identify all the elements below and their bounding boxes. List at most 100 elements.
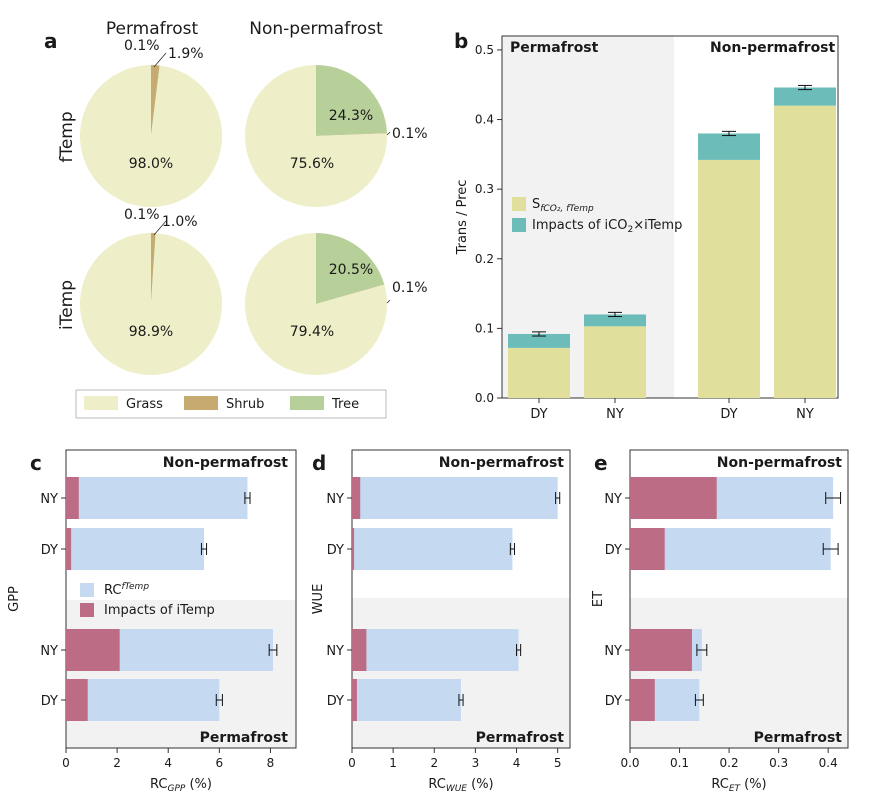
panel-b-bars: DY NY DY NY bbox=[508, 84, 836, 422]
panel-e-ylabel: ET bbox=[591, 591, 606, 607]
panel-c-legend-swatch-rc bbox=[80, 583, 94, 597]
panel-e-bar-impact bbox=[630, 629, 692, 671]
panel-b-region-permafrost: Permafrost bbox=[510, 40, 599, 56]
pie-leader-line bbox=[153, 52, 167, 68]
panel-c-bar-rc bbox=[66, 477, 248, 519]
panel-c-legend-swatch-impact bbox=[80, 603, 94, 617]
panel-c-legend-impact: Impacts of iTemp bbox=[104, 603, 215, 618]
legend-swatch-shrub bbox=[184, 396, 218, 410]
panel-e-ytick-label: NY bbox=[604, 644, 622, 659]
pie-label-shrub: 0.1% bbox=[392, 126, 428, 142]
panel-c-xtick-label: 8 bbox=[267, 756, 275, 770]
panel-d-ytick-label: DY bbox=[327, 694, 344, 709]
legend-swatch-tree bbox=[290, 396, 324, 410]
legend-swatch-grass bbox=[84, 396, 118, 410]
panel-d-bar-rc bbox=[352, 679, 461, 721]
pie-slice-shrub bbox=[316, 284, 385, 304]
panel-d-xtick-label: 2 bbox=[430, 756, 438, 770]
pie-slice-tree bbox=[316, 233, 385, 304]
panel-e-ytick-label: DY bbox=[605, 543, 622, 558]
panel-d-bar-rc bbox=[352, 629, 519, 671]
panel-d-bar-rc bbox=[352, 528, 513, 570]
panel-d-ylabel: WUE bbox=[311, 584, 326, 615]
panel-b-bar-impact bbox=[584, 314, 646, 327]
panel-b-bar-sensitivity bbox=[698, 159, 760, 398]
panel-e-ytick-label: NY bbox=[604, 492, 622, 507]
panel-b-xtick-label: NY bbox=[796, 407, 814, 422]
panel-e-region-top: Non-permafrost bbox=[717, 455, 843, 471]
panel-c-frame bbox=[65, 449, 297, 749]
panel-a-legend: Grass Shrub Tree bbox=[75, 389, 387, 419]
pie-label-shrub: 0.1% bbox=[392, 280, 428, 296]
pie-slice-shrub bbox=[151, 233, 156, 304]
panel-b-bar-sensitivity bbox=[584, 326, 646, 398]
panel-c-letter: c bbox=[30, 451, 42, 475]
panel-e-frame bbox=[629, 449, 849, 749]
panel-d-ytick-label: NY bbox=[326, 644, 344, 659]
panel-c-xlabel: RCGPP (%) bbox=[150, 777, 212, 794]
panel-c-ytick-label: NY bbox=[40, 492, 58, 507]
pie-label-tree: 0.1% bbox=[124, 207, 160, 223]
pie-label-tree: 24.3% bbox=[329, 108, 373, 124]
legend-box bbox=[75, 389, 387, 419]
panel-a-col-title-permafrost: Permafrost bbox=[106, 19, 199, 39]
pie-leader-line bbox=[386, 299, 391, 304]
panel-b-legend-swatch-s bbox=[512, 197, 526, 211]
panel-b-ytick-label: 0.2 bbox=[475, 252, 494, 266]
panel-c-bar-impact bbox=[66, 629, 120, 671]
panel-b-bar-impact bbox=[698, 133, 760, 160]
panel-b-bar-impact bbox=[774, 87, 836, 106]
panel-d-letter: d bbox=[312, 451, 326, 475]
panel-c-bar-rc bbox=[66, 679, 220, 721]
pie-label-grass: 79.4% bbox=[290, 324, 334, 340]
panel-c-legend-rc: RCfTemp bbox=[104, 582, 149, 598]
panel-c-bar-impact bbox=[66, 679, 88, 721]
panel-b-ytick-label: 0.0 bbox=[475, 391, 494, 405]
panel-d-ytick-label: NY bbox=[326, 492, 344, 507]
panel-b-legend-s: SfCO₂, fTemp bbox=[532, 197, 594, 214]
panel-c-xtick-label: 0 bbox=[62, 756, 70, 770]
panel-e-xtick-label: 0.2 bbox=[720, 756, 739, 770]
panel-d-bar-impact bbox=[352, 629, 367, 671]
panel-d-bar-impact bbox=[352, 679, 357, 721]
panel-b-legend-impact: Impacts of iCO2×iTemp bbox=[532, 218, 682, 235]
panel-c-region-top: Non-permafrost bbox=[163, 455, 289, 471]
pie-slice-grass bbox=[245, 65, 388, 207]
panel-b: b Permafrost Non-permafrost Trans / Prec… bbox=[454, 29, 839, 422]
panel-e: e Non-permafrost Permafrost ET RCET (%) … bbox=[591, 449, 849, 794]
panel-e-chart: 0.0 0.1 0.2 0.3 0.4 NY DY NY DY bbox=[604, 477, 842, 770]
panel-d-xtick-label: 4 bbox=[513, 756, 521, 770]
pie-slice-grass bbox=[244, 233, 387, 375]
panel-d-xtick-label: 1 bbox=[389, 756, 397, 770]
panel-b-xtick-label: DY bbox=[720, 407, 737, 422]
pie-slice-shrub bbox=[151, 65, 160, 136]
panel-e-letter: e bbox=[594, 451, 608, 475]
panel-e-shade bbox=[630, 598, 848, 748]
pie-label-shrub: 1.9% bbox=[168, 46, 204, 62]
panel-d-bar-impact bbox=[352, 528, 355, 570]
panel-b-ytick-label: 0.3 bbox=[475, 182, 494, 196]
legend-label-shrub: Shrub bbox=[226, 397, 264, 412]
panel-e-xlabel: RCET (%) bbox=[711, 777, 766, 794]
panel-d-region-top: Non-permafrost bbox=[439, 455, 565, 471]
panel-a-row-title-ftemp: fTemp bbox=[57, 111, 77, 162]
panel-b-ytick-label: 0.5 bbox=[475, 43, 494, 57]
panel-b-xtick-label: DY bbox=[530, 407, 547, 422]
panel-c: c Non-permafrost Permafrost GPP RCGPP (%… bbox=[7, 449, 297, 794]
panel-b-ytick-label: 0.1 bbox=[475, 321, 494, 335]
panel-d-shade bbox=[352, 598, 570, 748]
panel-b-region-nonpermafrost: Non-permafrost bbox=[710, 40, 836, 56]
pie-slice-shrub bbox=[316, 132, 387, 136]
panel-d-xtick-label: 5 bbox=[554, 756, 562, 770]
pie-slice-grass bbox=[80, 65, 223, 207]
panel-b-ytick-label: 0.4 bbox=[475, 113, 494, 127]
panel-d: d Non-permafrost Permafrost WUE RCWUE (%… bbox=[311, 449, 571, 794]
panel-c-bar-impact bbox=[66, 477, 79, 519]
panel-c-ytick-label: DY bbox=[41, 694, 58, 709]
pie-label-grass: 98.0% bbox=[129, 156, 173, 172]
panel-c-bar-impact bbox=[66, 528, 72, 570]
panel-c-xtick-label: 2 bbox=[113, 756, 121, 770]
pie-label-tree: 20.5% bbox=[329, 262, 373, 278]
panel-b-bar-impact bbox=[508, 333, 570, 348]
panel-a-letter: a bbox=[44, 29, 58, 53]
